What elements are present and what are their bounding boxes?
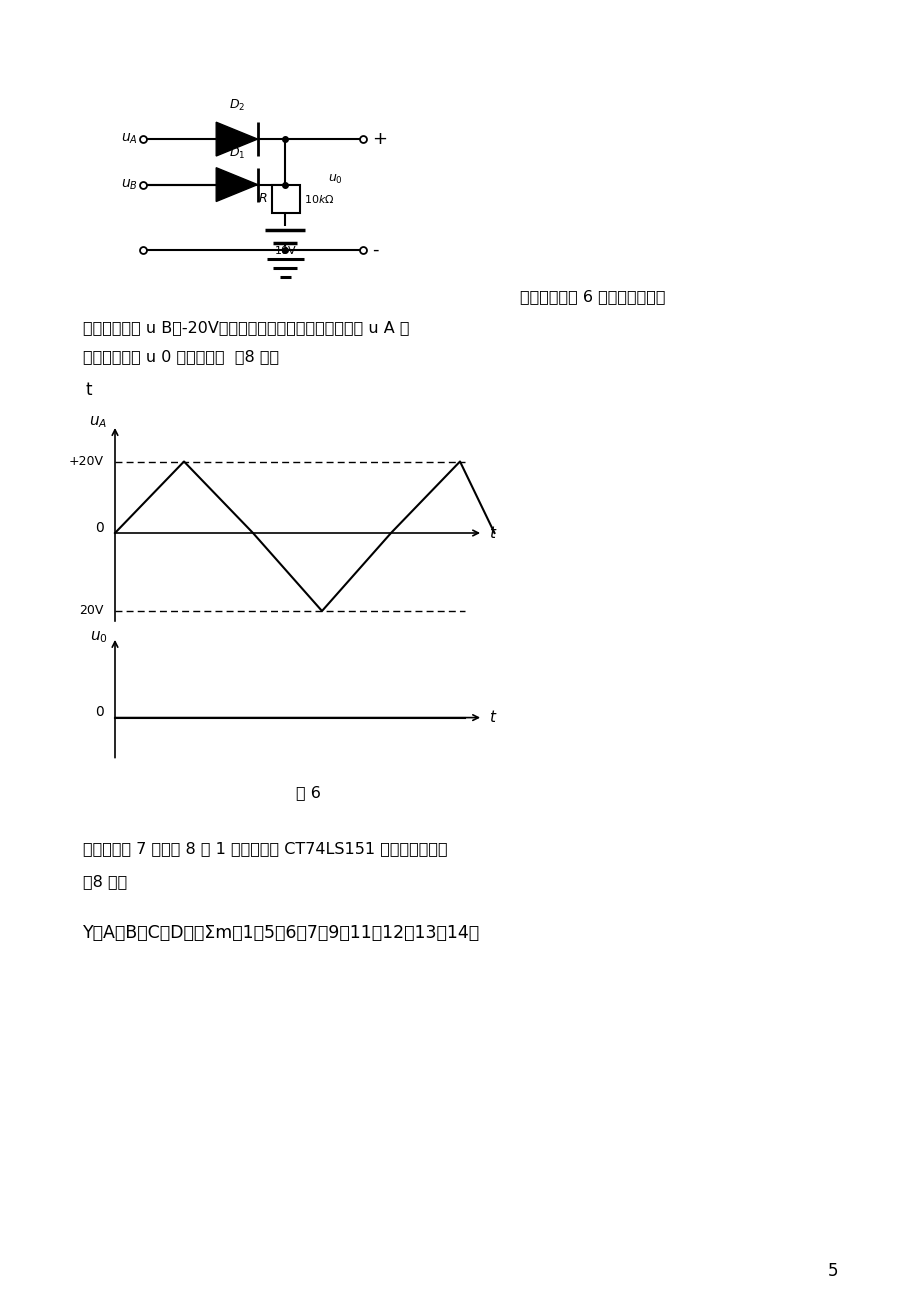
Text: $u_0$: $u_0$: [89, 629, 108, 645]
Text: $D_2$: $D_2$: [229, 98, 244, 113]
Text: （8 分）: （8 分）: [83, 874, 127, 889]
Text: $u_0$: $u_0$: [327, 173, 342, 186]
Polygon shape: [216, 168, 257, 202]
Text: 六、用如图 7 所示的 8 选 1 数据选择器 CT74LS151 实现下列函数。: 六、用如图 7 所示的 8 选 1 数据选择器 CT74LS151 实现下列函数…: [83, 841, 447, 857]
Text: t: t: [85, 381, 92, 399]
Text: 0: 0: [95, 706, 104, 719]
Text: 功能。若已知 u B＝-20V，设二极管为理想二极管，试根据 u A 输: 功能。若已知 u B＝-20V，设二极管为理想二极管，试根据 u A 输: [83, 320, 409, 335]
Text: -: -: [372, 240, 379, 259]
Text: $u_A$: $u_A$: [89, 415, 108, 430]
Text: 入波形，画出 u 0 的输出波形  （8 分）: 入波形，画出 u 0 的输出波形 （8 分）: [83, 348, 278, 364]
Text: R: R: [258, 192, 267, 205]
Polygon shape: [216, 122, 257, 156]
Text: +: +: [372, 130, 387, 148]
Text: $D_1$: $D_1$: [229, 146, 244, 161]
Text: $u_A$: $u_A$: [121, 131, 138, 147]
Text: t: t: [489, 710, 494, 725]
Text: $10k\Omega$: $10k\Omega$: [303, 192, 334, 205]
Text: 图 6: 图 6: [295, 785, 321, 801]
Text: 5: 5: [826, 1262, 837, 1280]
Text: 五、判断如图 6 所示电路的逻辑: 五、判断如图 6 所示电路的逻辑: [519, 289, 664, 304]
Text: 10V: 10V: [274, 246, 296, 256]
Bar: [272, 185, 300, 213]
Text: +20V: +20V: [69, 455, 104, 468]
Text: $u_B$: $u_B$: [121, 177, 138, 192]
Text: Y（A，B，C，D）＝Σm（1，5，6，7，9，11，12，13，14）: Y（A，B，C，D）＝Σm（1，5，6，7，9，11，12，13，14）: [83, 924, 480, 942]
Text: 20V: 20V: [80, 604, 104, 617]
Text: 0: 0: [95, 521, 104, 534]
Text: t: t: [489, 525, 494, 541]
